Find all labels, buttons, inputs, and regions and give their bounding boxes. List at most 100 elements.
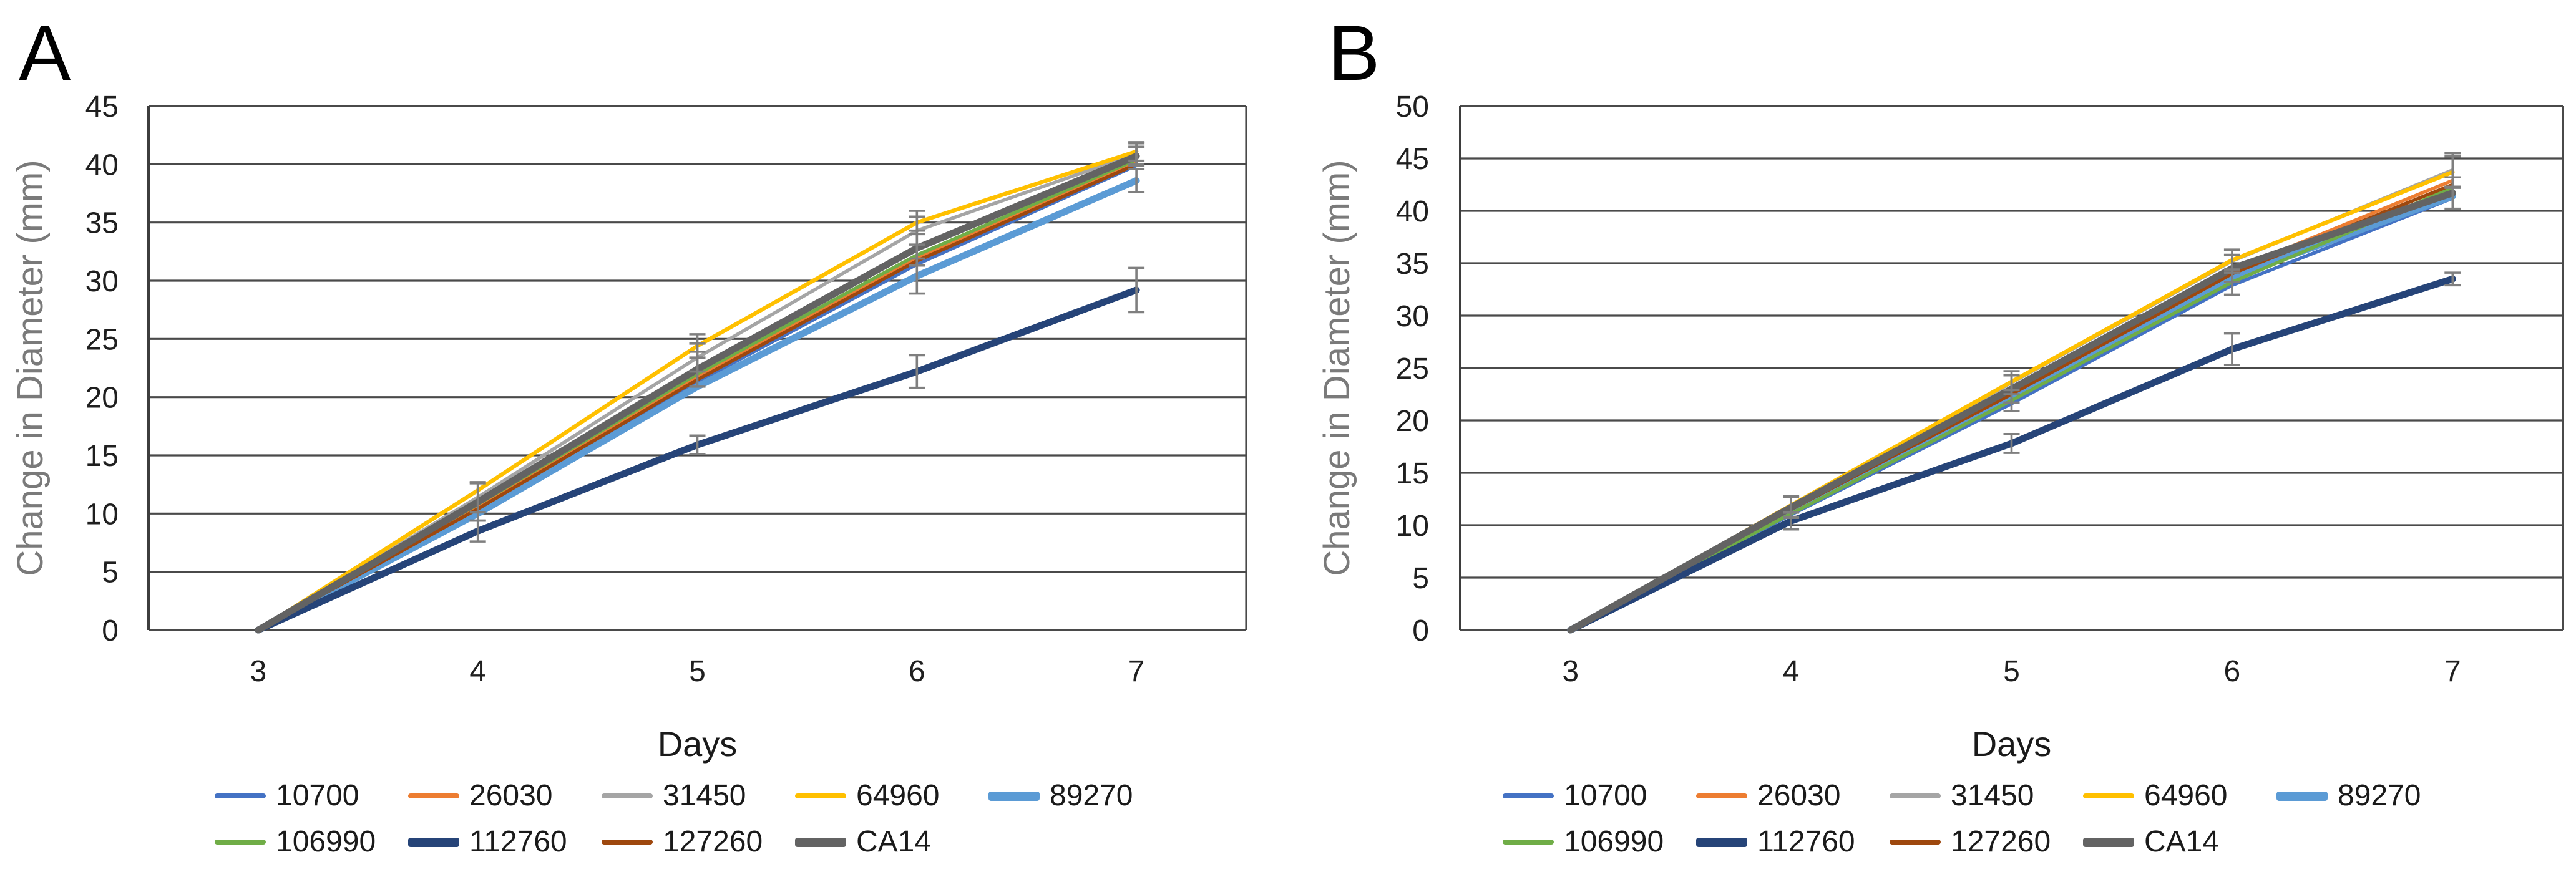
legend-label-106990: 106990 bbox=[276, 825, 376, 858]
error-bar-B-CA14-d7 bbox=[2444, 176, 2461, 210]
x-axis-title-A: Days bbox=[658, 724, 738, 764]
legend-swatch-31450-icon bbox=[1890, 793, 1941, 798]
y-tick-label-A-40: 40 bbox=[85, 148, 119, 182]
x-tick-label-B-7: 7 bbox=[2444, 655, 2461, 688]
legend-panel-a: 10700 26030 31450 64960 89270 106990 112760 127… bbox=[215, 781, 1182, 857]
error-bar-A-CA14-d7 bbox=[1128, 145, 1145, 167]
legend-item-B-10700: 10700 bbox=[1503, 781, 1696, 811]
legend-swatch-64960-icon bbox=[2083, 793, 2134, 798]
legend-swatch-64960-icon bbox=[795, 793, 846, 798]
legend-label-112760: 112760 bbox=[469, 825, 567, 858]
legend-swatch-89270-icon bbox=[988, 791, 1040, 801]
legend-label-127260: 127260 bbox=[1951, 825, 2051, 858]
x-tick-label-B-4: 4 bbox=[1783, 655, 1800, 688]
y-tick-label-B-30: 30 bbox=[1396, 300, 1429, 333]
y-axis-title-B: Change in Diameter (mm) bbox=[1317, 160, 1357, 576]
legend-label-10700: 10700 bbox=[1564, 779, 1647, 812]
series-line-A-89270 bbox=[255, 177, 1140, 634]
y-tick-label-B-50: 50 bbox=[1396, 90, 1429, 124]
legend-label-CA14: CA14 bbox=[856, 825, 932, 858]
legend-item-A-CA14: CA14 bbox=[795, 827, 988, 857]
y-tick-label-B-20: 20 bbox=[1396, 405, 1429, 438]
y-tick-label-B-15: 15 bbox=[1396, 457, 1429, 490]
y-tick-label-B-35: 35 bbox=[1396, 248, 1429, 281]
panel-letter-B: B bbox=[1328, 10, 1380, 97]
legend-item-A-106990: 106990 bbox=[215, 827, 408, 857]
legend-item-A-64960: 64960 bbox=[795, 781, 988, 811]
legend-swatch-CA14-icon bbox=[795, 837, 846, 847]
legend-item-A-112760: 112760 bbox=[408, 827, 602, 857]
y-tick-label-A-0: 0 bbox=[102, 614, 119, 647]
y-tick-label-A-10: 10 bbox=[85, 498, 119, 531]
y-tick-label-A-35: 35 bbox=[85, 207, 119, 240]
legend-label-127260: 127260 bbox=[663, 825, 763, 858]
legend-label-112760: 112760 bbox=[1757, 825, 1855, 858]
x-tick-label-A-4: 4 bbox=[469, 655, 486, 688]
y-tick-label-A-25: 25 bbox=[85, 323, 119, 356]
legend-row-B-1: 10700 26030 31450 64960 89270 bbox=[1503, 781, 2470, 811]
error-bar-A-CA14-d4 bbox=[469, 482, 486, 522]
y-tick-label-A-5: 5 bbox=[102, 556, 119, 589]
legend-label-10700: 10700 bbox=[276, 779, 359, 812]
legend-swatch-106990-icon bbox=[1503, 840, 1554, 845]
y-tick-label-A-30: 30 bbox=[85, 265, 119, 298]
y-tick-label-B-5: 5 bbox=[1412, 562, 1429, 595]
legend-label-64960: 64960 bbox=[2144, 779, 2228, 812]
legend-swatch-10700-icon bbox=[215, 793, 266, 798]
error-bar-B-CA14-d4 bbox=[1783, 495, 1800, 520]
x-tick-label-A-7: 7 bbox=[1128, 655, 1145, 688]
legend-swatch-10700-icon bbox=[1503, 793, 1554, 798]
legend-item-B-127260: 127260 bbox=[1890, 827, 2083, 857]
error-bar-A-112760-d7 bbox=[1128, 266, 1145, 314]
error-bar-A-89270-d7 bbox=[1128, 167, 1145, 193]
panel-letter-A: A bbox=[19, 10, 71, 97]
legend-row-B-2: 106990 112760 127260 CA14 bbox=[1503, 827, 2470, 857]
x-tick-label-B-5: 5 bbox=[2003, 655, 2020, 688]
x-tick-label-A-5: 5 bbox=[689, 655, 706, 688]
legend-label-31450: 31450 bbox=[1951, 779, 2034, 812]
legend-item-B-31450: 31450 bbox=[1890, 781, 2083, 811]
x-tick-label-B-3: 3 bbox=[1562, 655, 1579, 688]
x-tick-label-A-3: 3 bbox=[250, 655, 267, 688]
y-tick-label-B-10: 10 bbox=[1396, 510, 1429, 543]
legend-swatch-112760-icon bbox=[408, 837, 459, 847]
x-axis-title-B: Days bbox=[1972, 724, 2052, 764]
legend-label-106990: 106990 bbox=[1564, 825, 1664, 858]
y-tick-label-B-45: 45 bbox=[1396, 143, 1429, 176]
y-tick-label-B-40: 40 bbox=[1396, 195, 1429, 228]
legend-item-B-CA14: CA14 bbox=[2083, 827, 2276, 857]
error-bar-A-112760-d5 bbox=[689, 434, 706, 455]
legend-item-A-89270: 89270 bbox=[988, 781, 1182, 811]
legend-swatch-CA14-icon bbox=[2083, 837, 2134, 847]
error-bar-B-112760-d6 bbox=[2223, 332, 2240, 366]
legend-swatch-89270-icon bbox=[2276, 791, 2328, 801]
legend-item-B-112760: 112760 bbox=[1696, 827, 1890, 857]
x-tick-label-B-6: 6 bbox=[2224, 655, 2241, 688]
legend-item-A-26030: 26030 bbox=[408, 781, 602, 811]
error-bar-A-112760-d6 bbox=[909, 354, 925, 389]
error-bar-A-CA14-d6 bbox=[909, 229, 925, 267]
legend-label-89270: 89270 bbox=[2338, 779, 2421, 812]
legend-label-31450: 31450 bbox=[663, 779, 746, 812]
legend-label-26030: 26030 bbox=[469, 779, 553, 812]
legend-swatch-112760-icon bbox=[1696, 837, 1747, 847]
y-tick-label-A-20: 20 bbox=[85, 382, 119, 415]
legend-swatch-106990-icon bbox=[215, 840, 266, 845]
legend-swatch-26030-icon bbox=[1696, 793, 1747, 798]
y-axis-title-A: Change in Diameter (mm) bbox=[10, 160, 51, 576]
x-tick-label-A-6: 6 bbox=[909, 655, 925, 688]
legend-label-64960: 64960 bbox=[856, 779, 940, 812]
error-bar-B-112760-d7 bbox=[2444, 271, 2461, 287]
legend-swatch-127260-icon bbox=[1890, 840, 1941, 845]
error-bar-B-CA14-d5 bbox=[2003, 374, 2020, 404]
legend-item-A-31450: 31450 bbox=[602, 781, 795, 811]
legend-item-B-106990: 106990 bbox=[1503, 827, 1696, 857]
legend-item-A-10700: 10700 bbox=[215, 781, 408, 811]
error-bar-A-CA14-d5 bbox=[689, 351, 706, 388]
legend-label-CA14: CA14 bbox=[2144, 825, 2220, 858]
legend-row-A-1: 10700 26030 31450 64960 89270 bbox=[215, 781, 1182, 811]
y-tick-label-A-45: 45 bbox=[85, 90, 119, 124]
error-bar-B-CA14-d6 bbox=[2223, 253, 2240, 284]
